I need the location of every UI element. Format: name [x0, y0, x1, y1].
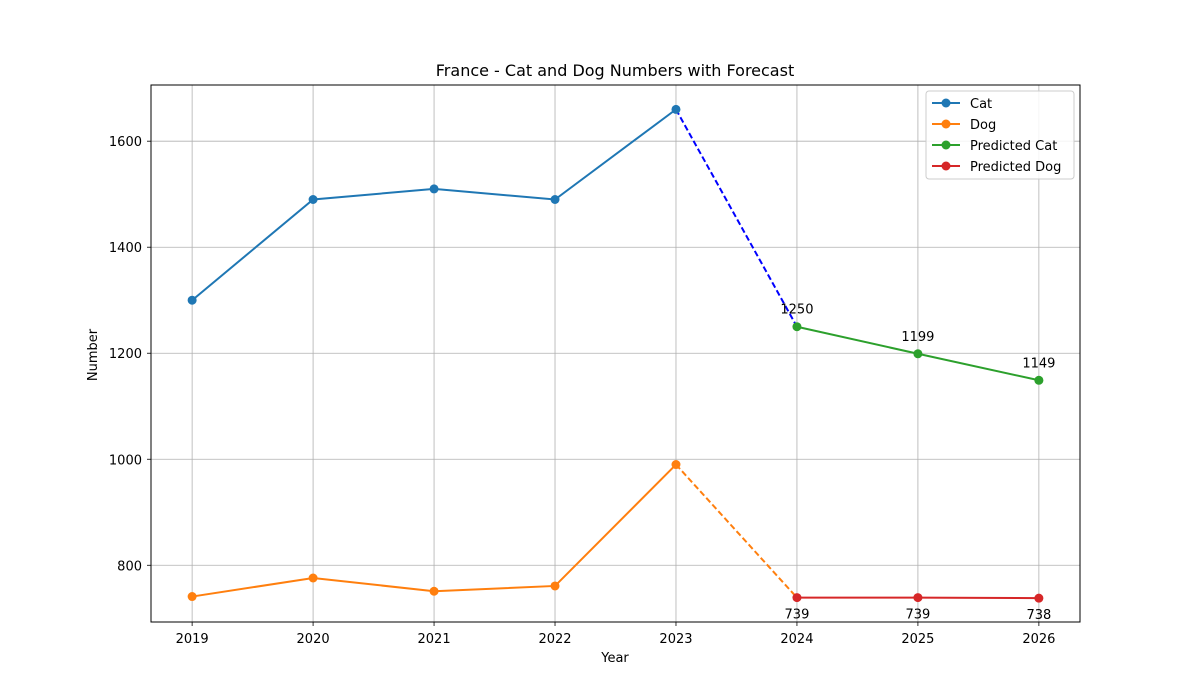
- legend-marker: [941, 161, 951, 171]
- data-point-dog: [187, 592, 197, 602]
- data-label-predicted-cat: 1250: [780, 303, 813, 318]
- data-point-dog: [550, 581, 560, 591]
- legend-marker: [941, 98, 951, 108]
- x-axis-title: Year: [600, 651, 629, 666]
- forecast-connectors: [675, 108, 798, 599]
- y-tick-label: 1400: [109, 241, 142, 256]
- x-tick-label: 2022: [538, 632, 571, 647]
- legend: Cat Dog Predicted Cat Predicted Dog: [925, 90, 1075, 180]
- data-point-predicted-cat: [1034, 375, 1044, 385]
- legend-label: Predicted Dog: [970, 160, 1061, 175]
- data-point-predicted-dog: [792, 593, 802, 603]
- data-label-predicted-cat: 1199: [901, 330, 934, 345]
- x-tick-label: 2021: [418, 632, 451, 647]
- data-point-dog: [308, 573, 318, 583]
- axis-ticks: 2019 2020 2021 2022 2023 2024 2025 2026 800 1000 1…: [109, 135, 1056, 647]
- data-point-dog: [429, 586, 439, 596]
- legend-label: Dog: [970, 118, 996, 133]
- data-point-cat: [187, 295, 197, 305]
- data-label-predicted-dog: 739: [905, 608, 930, 623]
- x-tick-label: 2019: [176, 632, 209, 647]
- data-point-predicted-dog: [1034, 593, 1044, 603]
- y-tick-label: 800: [117, 559, 142, 574]
- data-label-predicted-dog: 738: [1026, 608, 1051, 623]
- data-point-cat: [429, 184, 439, 194]
- forecast-connector-line: [675, 108, 798, 328]
- x-tick-label: 2020: [297, 632, 330, 647]
- series: [187, 104, 1044, 603]
- x-tick-label: 2026: [1022, 632, 1055, 647]
- data-point-cat: [550, 195, 560, 205]
- chart-title: France - Cat and Dog Numbers with Foreca…: [436, 61, 794, 80]
- y-tick-label: 1000: [109, 453, 142, 468]
- data-label-predicted-cat: 1149: [1022, 356, 1055, 371]
- legend-label: Cat: [970, 97, 992, 112]
- legend-label: Predicted Cat: [970, 139, 1057, 154]
- y-tick-label: 1600: [109, 135, 142, 150]
- data-point-predicted-cat: [792, 322, 802, 332]
- forecast-connector-line: [675, 463, 798, 599]
- legend-marker: [941, 119, 951, 129]
- x-tick-label: 2024: [780, 632, 813, 647]
- data-point-dog: [671, 460, 681, 470]
- legend-box: [925, 90, 1075, 180]
- data-point-predicted-dog: [913, 593, 923, 603]
- y-tick-label: 1200: [109, 347, 142, 362]
- legend-marker: [941, 140, 951, 150]
- data-point-cat: [671, 104, 681, 114]
- x-tick-label: 2023: [659, 632, 692, 647]
- data-labels: 1250 1199 1149 739 739 738: [780, 303, 1055, 623]
- data-point-cat: [308, 195, 318, 205]
- x-tick-label: 2025: [901, 632, 934, 647]
- data-point-predicted-cat: [913, 349, 923, 359]
- y-axis-title: Number: [86, 328, 101, 381]
- data-label-predicted-dog: 739: [785, 608, 810, 623]
